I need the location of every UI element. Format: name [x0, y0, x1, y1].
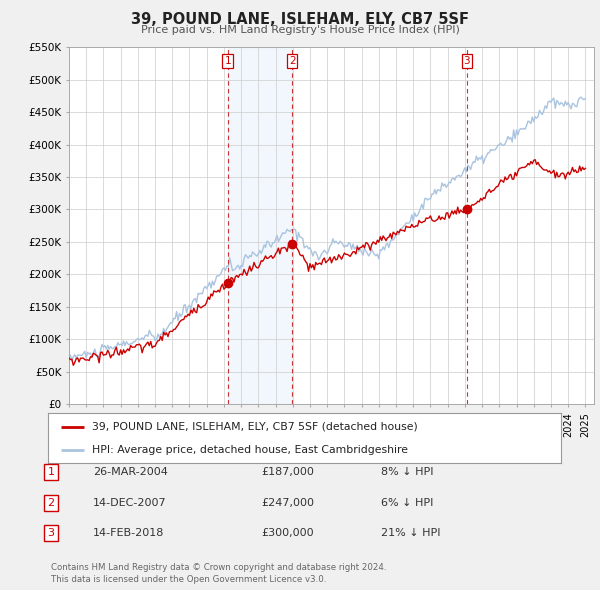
Text: 26-MAR-2004: 26-MAR-2004 — [93, 467, 168, 477]
Text: £247,000: £247,000 — [261, 498, 314, 507]
Text: Price paid vs. HM Land Registry's House Price Index (HPI): Price paid vs. HM Land Registry's House … — [140, 25, 460, 35]
Text: 14-DEC-2007: 14-DEC-2007 — [93, 498, 167, 507]
Text: 1: 1 — [47, 467, 55, 477]
Text: 3: 3 — [47, 529, 55, 538]
Text: Contains HM Land Registry data © Crown copyright and database right 2024.: Contains HM Land Registry data © Crown c… — [51, 563, 386, 572]
Text: £187,000: £187,000 — [261, 467, 314, 477]
Text: 6% ↓ HPI: 6% ↓ HPI — [381, 498, 433, 507]
Bar — [228, 47, 292, 404]
Text: 21% ↓ HPI: 21% ↓ HPI — [381, 529, 440, 538]
Text: 3: 3 — [464, 56, 470, 66]
Text: £300,000: £300,000 — [261, 529, 314, 538]
Text: 2: 2 — [47, 498, 55, 507]
Text: 8% ↓ HPI: 8% ↓ HPI — [381, 467, 433, 477]
Text: 39, POUND LANE, ISLEHAM, ELY, CB7 5SF: 39, POUND LANE, ISLEHAM, ELY, CB7 5SF — [131, 12, 469, 27]
Text: 14-FEB-2018: 14-FEB-2018 — [93, 529, 164, 538]
Text: 1: 1 — [224, 56, 231, 66]
Text: 39, POUND LANE, ISLEHAM, ELY, CB7 5SF (detached house): 39, POUND LANE, ISLEHAM, ELY, CB7 5SF (d… — [92, 421, 418, 431]
Text: 2: 2 — [289, 56, 295, 66]
Text: HPI: Average price, detached house, East Cambridgeshire: HPI: Average price, detached house, East… — [92, 445, 407, 455]
Text: This data is licensed under the Open Government Licence v3.0.: This data is licensed under the Open Gov… — [51, 575, 326, 584]
